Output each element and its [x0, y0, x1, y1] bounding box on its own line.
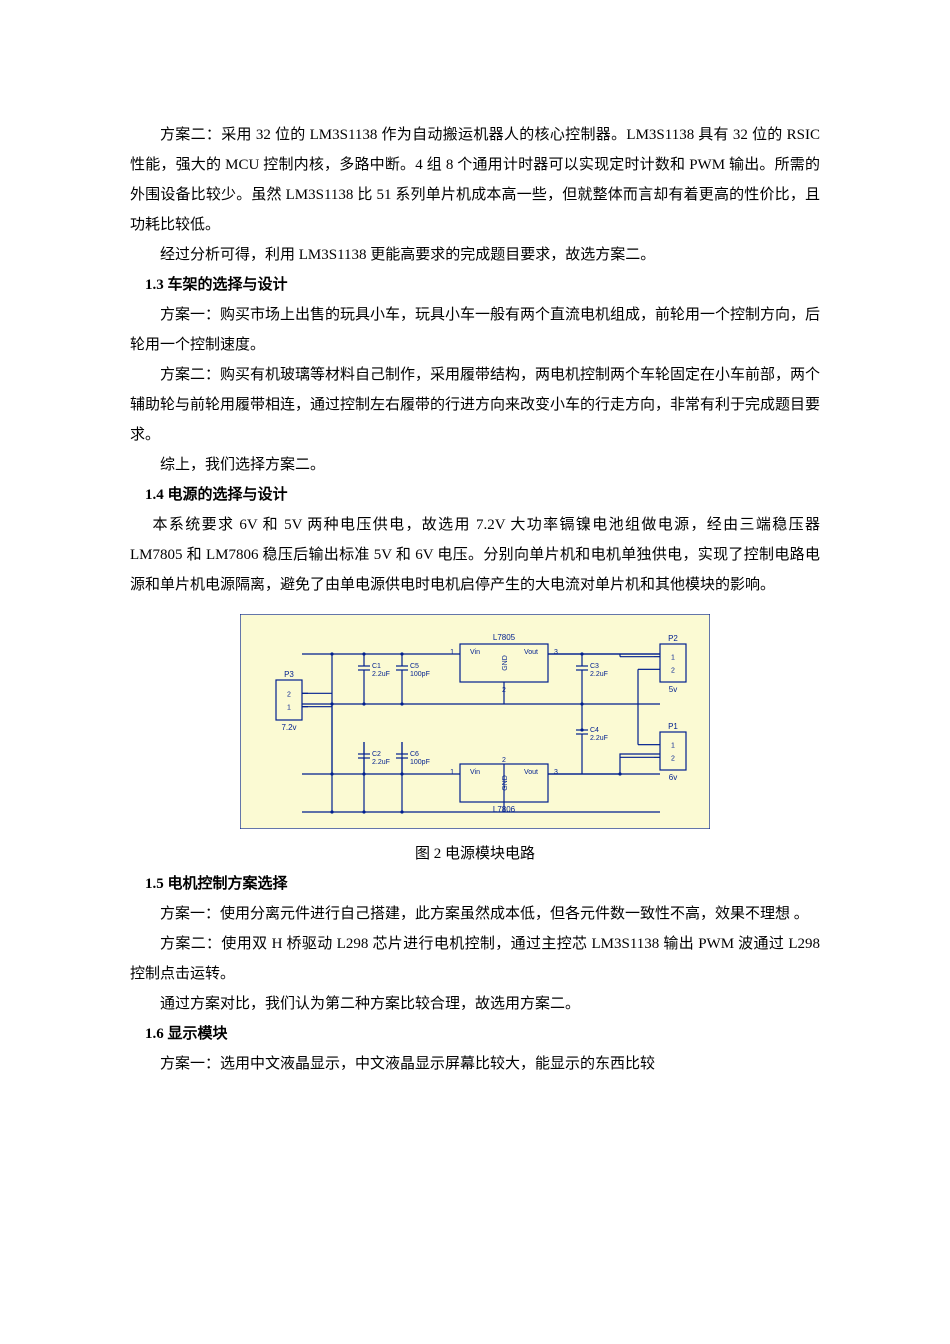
svg-text:1: 1: [671, 655, 675, 662]
paragraph: 综上，我们选择方案二。: [130, 450, 820, 480]
document-page: 方案二：采用 32 位的 LM3S1138 作为自动搬运机器人的核心控制器。LM…: [0, 0, 950, 1179]
paragraph: 方案二：购买有机玻璃等材料自己制作，采用履带结构，两电机控制两个车轮固定在小车前…: [130, 360, 820, 450]
svg-text:2.2uF: 2.2uF: [590, 671, 608, 678]
section-heading-1-5: 1.5 电机控制方案选择: [130, 869, 820, 899]
paragraph: 方案一：购买市场上出售的玩具小车，玩具小车一般有两个直流电机组成，前轮用一个控制…: [130, 300, 820, 360]
svg-text:2: 2: [502, 757, 506, 764]
svg-text:7.2v: 7.2v: [281, 723, 296, 732]
svg-text:Vin: Vin: [470, 769, 480, 776]
svg-text:L7805: L7805: [493, 633, 516, 642]
svg-text:1: 1: [287, 705, 291, 712]
svg-text:C2: C2: [372, 751, 381, 758]
svg-text:2.2uF: 2.2uF: [372, 759, 390, 766]
svg-text:Vin: Vin: [470, 649, 480, 656]
svg-text:100pF: 100pF: [410, 671, 430, 678]
paragraph: 通过方案对比，我们认为第二种方案比较合理，故选用方案二。: [130, 989, 820, 1019]
svg-text:P3: P3: [284, 670, 294, 679]
svg-text:1: 1: [671, 743, 675, 750]
svg-text:5v: 5v: [669, 685, 677, 694]
svg-text:C3: C3: [590, 663, 599, 670]
svg-text:6v: 6v: [669, 773, 677, 782]
svg-text:3: 3: [554, 649, 558, 656]
svg-text:C6: C6: [410, 751, 419, 758]
svg-text:2: 2: [287, 691, 291, 698]
section-heading-1-4: 1.4 电源的选择与设计: [130, 480, 820, 510]
figure-2: L7805VinVoutGND132L7806VinVoutGND132P321…: [130, 614, 820, 829]
svg-text:P1: P1: [668, 722, 678, 731]
paragraph: 方案二：采用 32 位的 LM3S1138 作为自动搬运机器人的核心控制器。LM…: [130, 120, 820, 240]
paragraph: 方案一：使用分离元件进行自己搭建，此方案虽然成本低，但各元件数一致性不高，效果不…: [130, 899, 820, 929]
section-heading-1-3: 1.3 车架的选择与设计: [130, 270, 820, 300]
svg-text:1: 1: [450, 649, 454, 656]
circuit-diagram: L7805VinVoutGND132L7806VinVoutGND132P321…: [240, 614, 710, 829]
svg-text:C4: C4: [590, 727, 599, 734]
svg-text:3: 3: [554, 769, 558, 776]
svg-text:C5: C5: [410, 663, 419, 670]
svg-text:Vout: Vout: [524, 649, 538, 656]
section-heading-1-6: 1.6 显示模块: [130, 1019, 820, 1049]
svg-text:Vout: Vout: [524, 769, 538, 776]
svg-text:2.2uF: 2.2uF: [590, 735, 608, 742]
paragraph: 方案一：选用中文液晶显示，中文液晶显示屏幕比较大，能显示的东西比较: [130, 1049, 820, 1079]
paragraph: 本系统要求 6V 和 5V 两种电压供电，故选用 7.2V 大功率镉镍电池组做电…: [130, 510, 820, 600]
svg-text:P2: P2: [668, 634, 678, 643]
figure-caption: 图 2 电源模块电路: [130, 839, 820, 869]
svg-text:100pF: 100pF: [410, 759, 430, 766]
svg-text:2.2uF: 2.2uF: [372, 671, 390, 678]
svg-text:C1: C1: [372, 663, 381, 670]
svg-text:GND: GND: [502, 775, 509, 791]
paragraph: 经过分析可得，利用 LM3S1138 更能高要求的完成题目要求，故选方案二。: [130, 240, 820, 270]
svg-text:2: 2: [671, 755, 675, 762]
svg-text:GND: GND: [502, 655, 509, 671]
paragraph: 方案二：使用双 H 桥驱动 L298 芯片进行电机控制，通过主控芯 LM3S11…: [130, 929, 820, 989]
svg-text:1: 1: [450, 769, 454, 776]
svg-text:2: 2: [671, 667, 675, 674]
